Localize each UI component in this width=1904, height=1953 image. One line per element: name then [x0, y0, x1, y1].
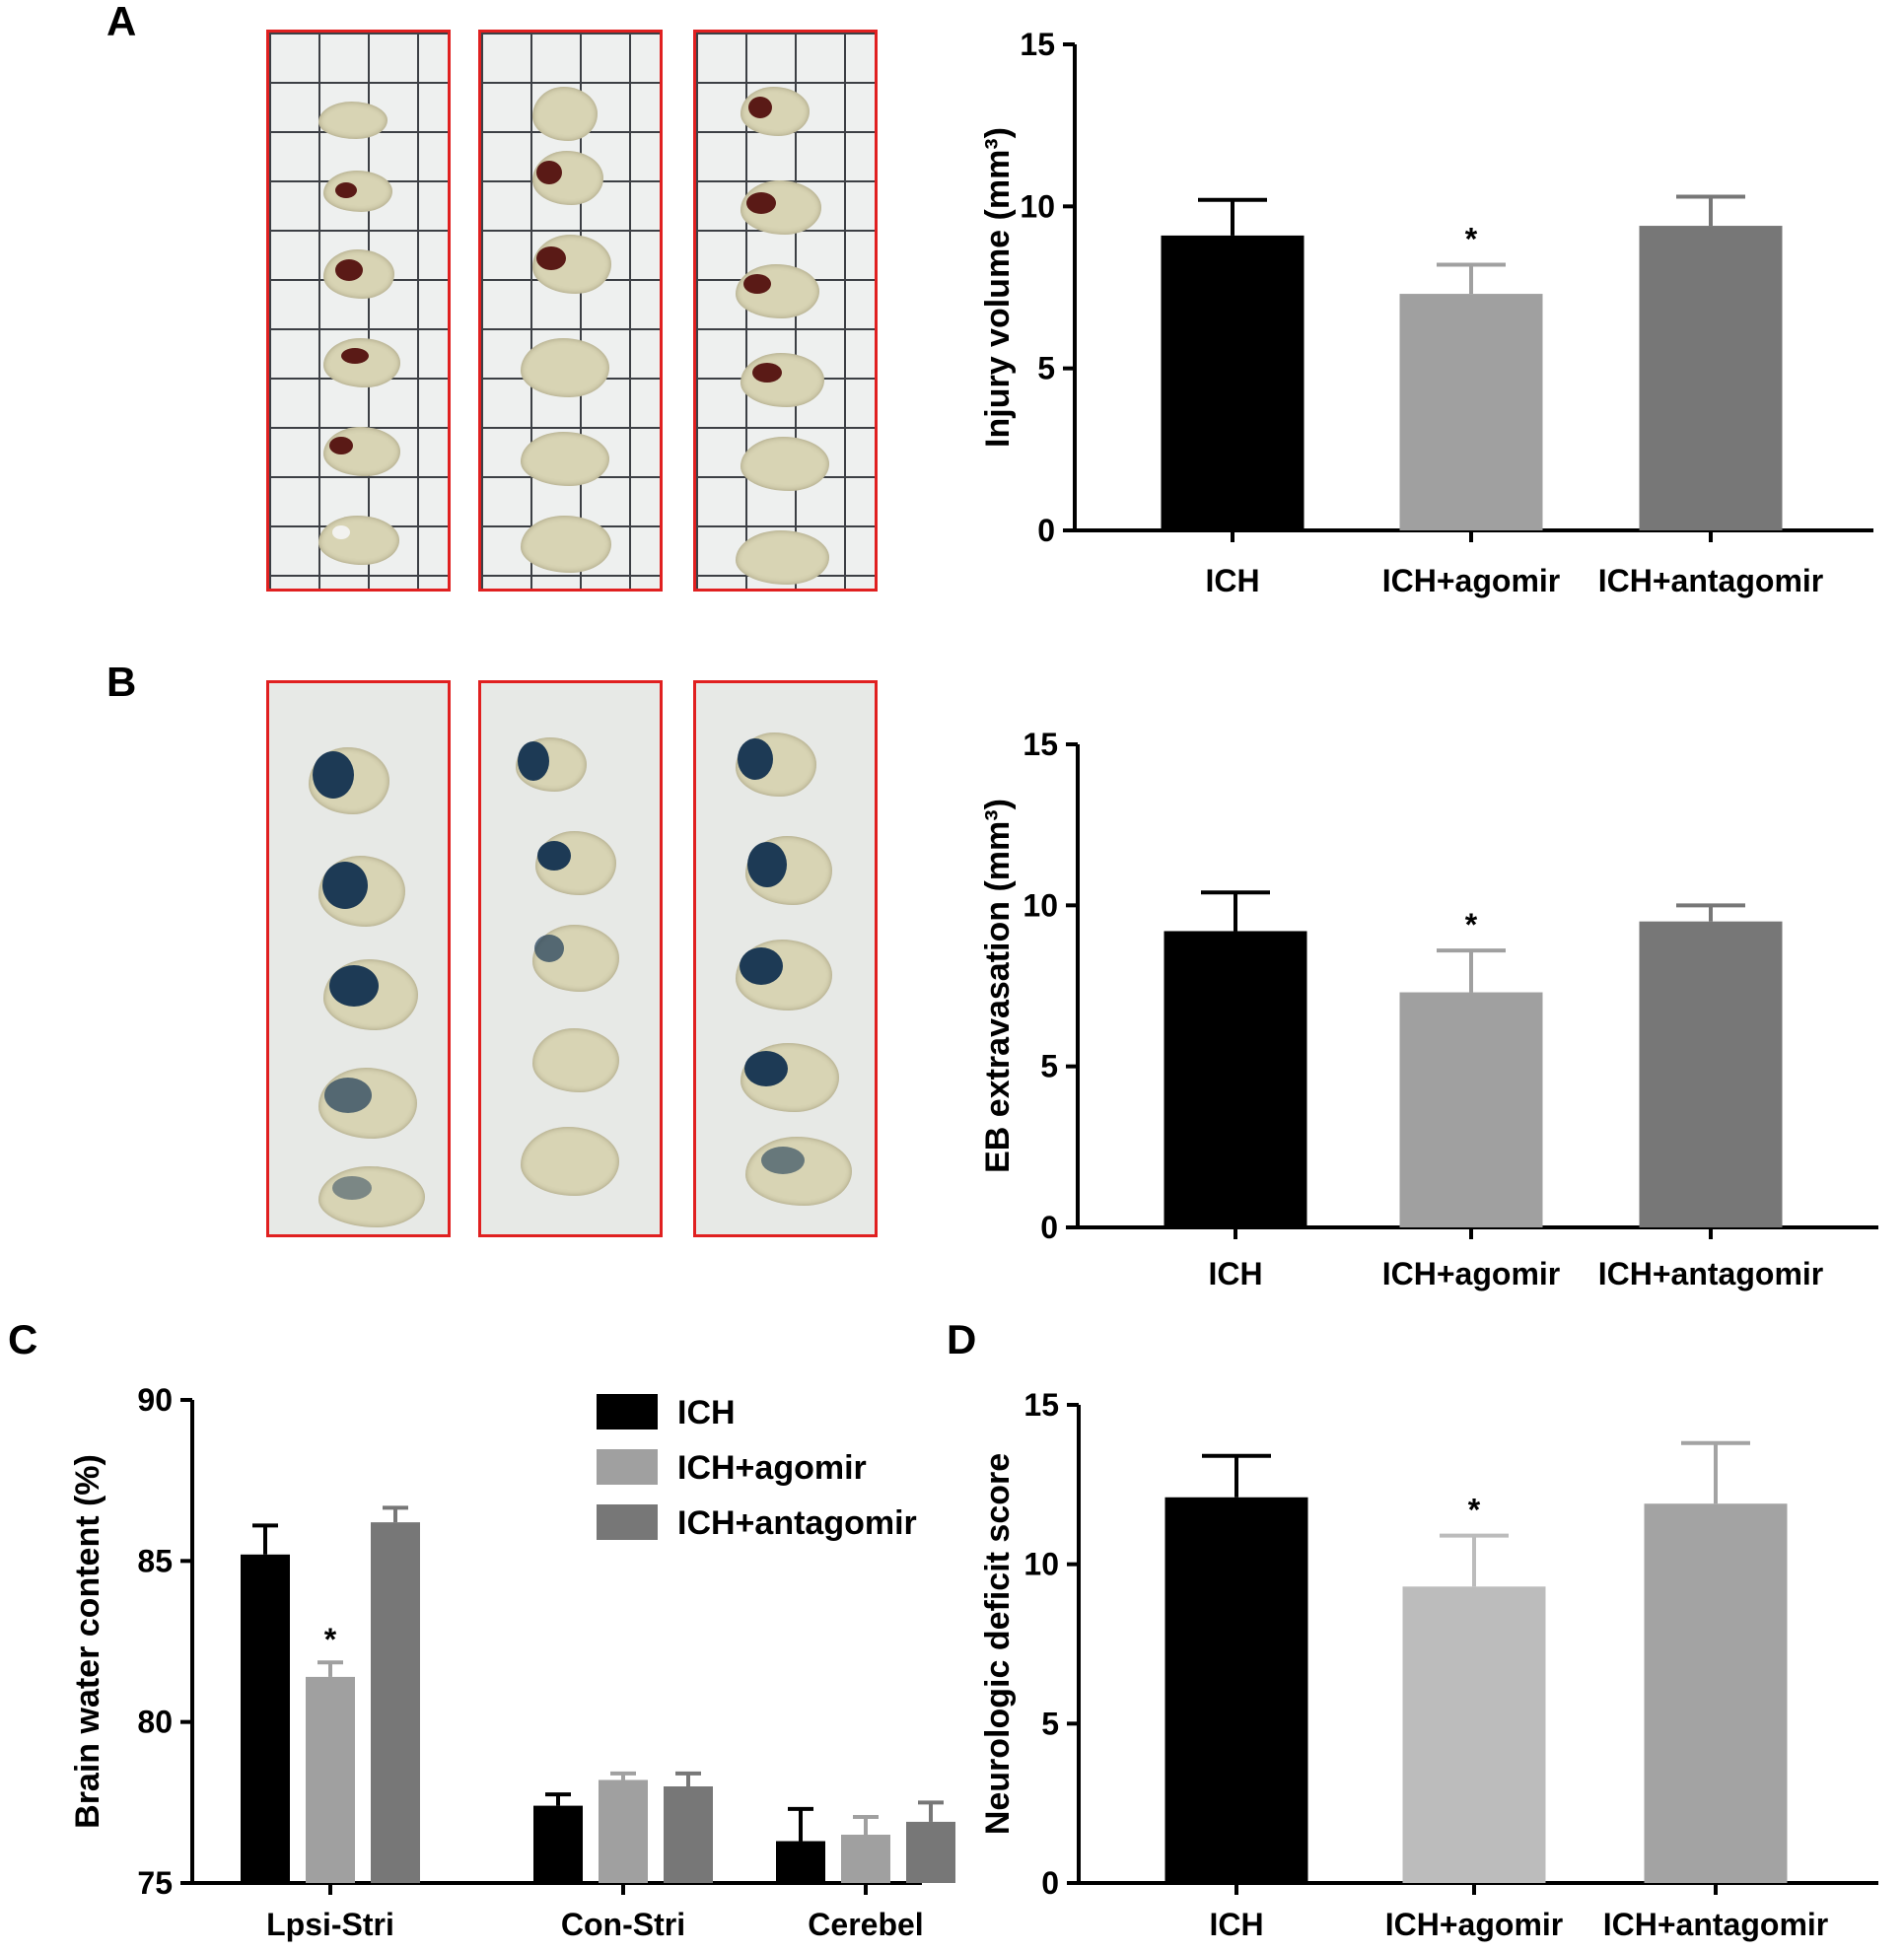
y-tick-label-b: 10 [1023, 887, 1058, 923]
y-tick-label-c: 80 [137, 1705, 173, 1740]
x-tick-label-b: ICH+agomir [1382, 1256, 1560, 1291]
bar-a [1639, 226, 1783, 530]
y-axis-label-a: Injury volume (mm³) [979, 127, 1017, 448]
panel-label-d: D [947, 1316, 977, 1362]
significance-mark-b: * [1465, 907, 1478, 942]
bar-c [664, 1786, 713, 1883]
significance-mark-a: * [1465, 221, 1478, 256]
y-tick-label-b: 5 [1040, 1049, 1058, 1084]
bar-b [1164, 931, 1307, 1227]
bar-c [776, 1841, 825, 1883]
bar-c [371, 1522, 420, 1883]
panel-label-c: C [8, 1316, 38, 1362]
y-tick-label-a: 5 [1037, 351, 1055, 386]
bar-c [306, 1676, 355, 1883]
panel-label-a: A [106, 0, 137, 44]
photo-antagomir-grid [693, 30, 878, 592]
y-tick-label-c: 90 [137, 1382, 173, 1418]
legend-swatch-c [597, 1394, 658, 1430]
photo-antagomir-eb [693, 680, 878, 1237]
x-tick-label-a: ICH+antagomir [1598, 563, 1823, 598]
photo-agomir-eb [478, 680, 663, 1237]
x-tick-label-c: Cerebel [808, 1907, 923, 1942]
x-tick-label-d: ICH [1209, 1907, 1263, 1942]
x-tick-label-c: Lpsi-Stri [266, 1907, 394, 1942]
y-tick-label-a: 0 [1037, 513, 1055, 548]
y-tick-label-d: 5 [1041, 1706, 1059, 1741]
bar-d [1644, 1503, 1788, 1883]
x-tick-label-b: ICH+antagomir [1598, 1256, 1823, 1291]
bar-d [1164, 1497, 1308, 1883]
panel-label-b: B [106, 659, 137, 705]
y-tick-label-b: 0 [1040, 1210, 1058, 1245]
bar-c [241, 1554, 290, 1883]
bar-a [1399, 294, 1543, 530]
bar-c [599, 1779, 648, 1883]
x-tick-label-c: Con-Stri [561, 1907, 685, 1942]
bar-c [533, 1805, 583, 1883]
x-tick-label-d: ICH+agomir [1385, 1907, 1563, 1942]
y-axis-label-b: EB extravasation (mm³) [979, 799, 1017, 1173]
y-axis-label-d: Neurologic deficit score [979, 1453, 1017, 1835]
bar-a [1161, 235, 1305, 530]
y-tick-label-b: 15 [1023, 727, 1058, 762]
y-axis-label-c: Brain water content (%) [69, 1454, 106, 1829]
bar-c [906, 1821, 955, 1883]
y-tick-label-c: 75 [137, 1865, 173, 1901]
significance-mark-c: * [324, 1622, 337, 1657]
photo-agomir-grid [478, 30, 663, 592]
photo-ich-grid [266, 30, 451, 592]
legend-label-c: ICH+antagomir [677, 1504, 917, 1542]
photo-ich-eb [266, 680, 451, 1237]
bar-b [1399, 992, 1543, 1227]
legend-label-c: ICH [677, 1394, 736, 1431]
legend-swatch-c [597, 1504, 658, 1540]
y-tick-label-d: 0 [1041, 1865, 1059, 1901]
x-tick-label-a: ICH+agomir [1382, 563, 1560, 598]
x-tick-label-b: ICH [1208, 1256, 1262, 1291]
y-tick-label-a: 15 [1020, 27, 1055, 62]
legend-swatch-c [597, 1449, 658, 1485]
bar-c [841, 1835, 890, 1883]
bar-d [1402, 1586, 1546, 1883]
x-tick-label-a: ICH [1205, 563, 1259, 598]
bar-b [1639, 921, 1783, 1227]
y-tick-label-a: 10 [1020, 188, 1055, 224]
legend-label-c: ICH+agomir [677, 1449, 867, 1487]
x-tick-label-d: ICH+antagomir [1603, 1907, 1828, 1942]
y-tick-label-d: 10 [1023, 1547, 1059, 1582]
y-tick-label-c: 85 [137, 1543, 173, 1578]
y-tick-label-d: 15 [1023, 1387, 1059, 1423]
significance-mark-d: * [1468, 1493, 1481, 1528]
